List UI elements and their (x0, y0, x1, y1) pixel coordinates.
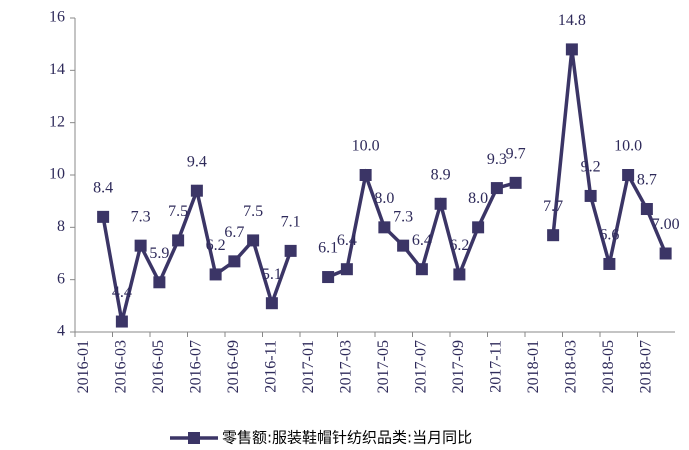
data-label: 9.2 (581, 159, 601, 176)
data-label: 9.7 (506, 146, 526, 163)
data-label: 6.4 (337, 232, 357, 249)
marker (265, 297, 278, 310)
marker (284, 244, 297, 257)
x-tick-label: 2018-05 (600, 340, 617, 393)
x-tick-label: 2017-07 (413, 340, 430, 393)
marker (340, 263, 353, 276)
line (101, 49, 668, 322)
data-label: 7.3 (393, 208, 413, 225)
marker (472, 221, 485, 234)
marker (228, 255, 241, 268)
data-label: 6.4 (412, 232, 432, 249)
x-tick-label: 2016-07 (188, 340, 205, 393)
marker (640, 203, 653, 216)
marker (415, 263, 428, 276)
x-tick-label: 2018-07 (638, 340, 655, 393)
data-label: 10.0 (614, 138, 642, 155)
y-tick-label: 14 (49, 61, 65, 78)
marker (322, 271, 335, 284)
data-label: 7.5 (168, 203, 188, 220)
data-label: 8.9 (431, 166, 451, 183)
data-label: 6.6 (599, 227, 619, 244)
data-label: 7.3 (131, 208, 151, 225)
marker (247, 234, 260, 247)
marker (509, 176, 522, 189)
marker (547, 229, 560, 242)
x-tick-label: 2018-01 (525, 340, 542, 393)
marker (172, 234, 185, 247)
legend-label: 零售额:服装鞋帽针纺织品类:当月同比 (222, 429, 472, 447)
marker (97, 210, 110, 223)
x-tick-label: 2017-01 (300, 340, 317, 393)
marker (453, 268, 466, 281)
data-label: 7.00 (652, 216, 680, 233)
y-tick-label: 10 (49, 166, 65, 183)
data-label: 5.9 (149, 245, 169, 262)
data-label: 5.1 (262, 266, 282, 283)
data-label: 8.4 (93, 180, 113, 197)
x-tick-label: 2016-05 (150, 340, 167, 393)
marker (434, 197, 447, 210)
y-tick-label: 12 (49, 113, 65, 130)
data-label: 6.7 (224, 224, 244, 241)
data-label: 7.7 (543, 198, 563, 215)
marker (397, 239, 410, 252)
marker (153, 276, 166, 289)
data-label: 6.2 (206, 237, 226, 254)
marker (622, 169, 635, 181)
marker (565, 43, 578, 56)
x-tick-label: 2017-11 (488, 340, 505, 393)
y-tick-label: 6 (57, 270, 65, 287)
x-tick-label: 2016-09 (225, 340, 242, 393)
data-label: 6.2 (449, 237, 469, 254)
marker (603, 257, 616, 270)
marker (659, 247, 672, 260)
x-tick-label: 2016-03 (113, 340, 130, 393)
y-tick-label: 4 (57, 323, 65, 340)
marker (209, 268, 222, 281)
marker (190, 184, 203, 197)
data-label: 7.5 (243, 203, 263, 220)
data-label: 8.7 (637, 172, 657, 189)
x-tick-label: 2017-05 (375, 340, 392, 393)
marker (490, 182, 503, 195)
y-tick-label: 8 (57, 218, 65, 235)
x-tick-label: 2018-03 (563, 340, 580, 393)
data-label: 6.1 (318, 240, 338, 257)
marker (359, 169, 372, 181)
x-tick-label: 2016-01 (75, 340, 92, 393)
marker (115, 315, 128, 328)
data-label: 4.4 (112, 284, 132, 301)
data-label: 9.3 (487, 151, 507, 168)
marker (584, 189, 597, 202)
x-tick-label: 2016-11 (263, 340, 280, 393)
data-label: 9.4 (187, 153, 207, 170)
marker (378, 221, 391, 234)
data-label: 14.8 (558, 12, 586, 29)
marker (134, 239, 147, 252)
x-tick-label: 2017-03 (338, 340, 355, 393)
x-tick-label: 2017-09 (450, 340, 467, 393)
data-label: 10.0 (352, 138, 380, 155)
data-label: 8.0 (374, 190, 394, 207)
y-tick-label: 16 (49, 9, 65, 26)
legend-marker (188, 432, 200, 444)
data-label: 8.0 (468, 190, 488, 207)
data-label: 7.1 (281, 214, 301, 231)
